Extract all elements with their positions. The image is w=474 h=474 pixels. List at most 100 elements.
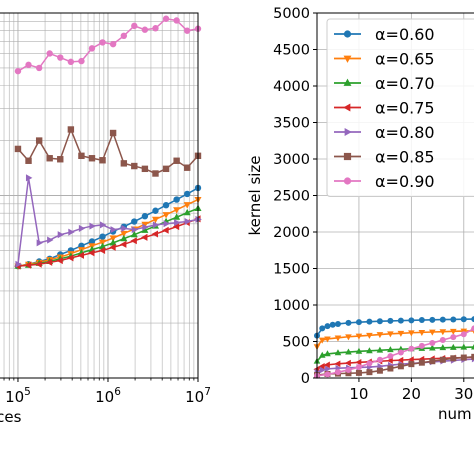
left-series-marker	[67, 126, 75, 133]
right-xtick-label: 30	[454, 385, 473, 403]
left-series-marker	[183, 202, 191, 209]
left-series-marker	[130, 230, 138, 238]
left-series-marker	[120, 32, 128, 40]
right-series-marker	[471, 316, 474, 323]
legend-label: α=0.60	[375, 25, 435, 44]
left-chart: 105 106 107 ices	[0, 12, 211, 426]
right-series-marker	[450, 355, 457, 362]
right-series-marker	[460, 331, 467, 338]
left-series-marker	[162, 165, 170, 173]
right-series-marker	[408, 345, 415, 352]
legend-item: α=0.70	[334, 74, 435, 93]
left-series-marker	[173, 213, 181, 220]
right-series-marker	[450, 334, 457, 341]
right-series-marker	[366, 347, 373, 354]
left-series-marker	[110, 226, 117, 234]
right-series-marker	[376, 346, 384, 353]
left-series-marker	[109, 40, 117, 48]
right-series-marker	[387, 317, 394, 324]
right-series-marker	[318, 351, 326, 358]
left-series-marker	[46, 50, 53, 57]
left-series-marker	[57, 231, 65, 239]
left-series-marker	[120, 230, 128, 238]
left-series-marker	[15, 260, 22, 268]
left-series-marker	[131, 218, 138, 225]
legend-marker	[343, 177, 352, 185]
left-series-marker	[184, 27, 191, 34]
left-xtick-label: 106	[95, 386, 121, 406]
right-xlabel: num	[438, 405, 472, 423]
right-series-marker	[450, 316, 457, 323]
right-series-marker	[376, 318, 383, 325]
right-series-marker	[408, 330, 415, 337]
right-series-marker	[460, 316, 467, 323]
right-series-marker	[429, 329, 436, 336]
right-series-marker	[355, 364, 362, 371]
left-series-marker	[47, 236, 54, 244]
left-series-5	[14, 126, 202, 177]
left-series-marker	[88, 45, 96, 52]
right-series-marker	[318, 337, 326, 344]
left-series-marker	[152, 25, 159, 32]
left-series-marker	[142, 223, 149, 231]
right-series-marker	[334, 320, 341, 327]
left-series-marker	[152, 207, 159, 214]
right-series-marker	[334, 369, 341, 376]
left-series-marker	[14, 145, 22, 153]
right-series-marker	[323, 361, 330, 369]
left-series-marker	[141, 213, 149, 220]
right-ytick-label: 4000	[273, 79, 310, 95]
left-series-4	[15, 174, 202, 268]
right-series-marker	[471, 353, 474, 360]
left-series-marker	[141, 221, 149, 229]
right-chart: 0 500 1000 1500 2000 2500 3000 3500 4000 4500 5000…	[246, 6, 474, 423]
right-series-marker	[325, 365, 332, 373]
right-xtick-label: 20	[402, 385, 421, 403]
right-series-marker	[397, 363, 404, 370]
right-ytick-label: 2000	[273, 225, 310, 241]
right-ytick-label: 2500	[273, 189, 310, 205]
left-series-marker	[131, 162, 138, 170]
left-series-marker	[89, 222, 96, 230]
left-series-marker	[109, 243, 116, 251]
right-series-marker	[324, 371, 331, 378]
left-series-marker	[162, 226, 169, 234]
right-series-marker	[345, 319, 352, 326]
left-series-marker	[120, 160, 128, 167]
left-series-marker	[57, 54, 64, 61]
left-series-marker	[173, 207, 181, 214]
left-series-marker	[46, 155, 53, 162]
legend-marker	[343, 55, 352, 63]
right-series-marker	[429, 344, 436, 351]
right-ytick-label: 1500	[273, 262, 310, 278]
left-series-marker	[57, 156, 64, 163]
left-series-marker	[35, 260, 42, 268]
left-series-marker	[119, 240, 127, 248]
left-series-marker	[163, 220, 170, 228]
right-series-marker	[439, 344, 447, 351]
right-legend: α=0.60 α=0.65 α=0.70 α=0.75 α=0.80 α=0.85 α=0.…	[326, 18, 474, 197]
left-series-marker	[173, 196, 180, 203]
left-series-3	[14, 215, 201, 270]
right-series-marker	[439, 316, 446, 323]
left-series-marker	[88, 249, 95, 257]
right-series-marker	[334, 335, 342, 342]
legend-label: α=0.70	[375, 74, 435, 93]
right-series-marker	[439, 356, 446, 363]
right-series-marker	[324, 350, 331, 357]
right-series-marker	[376, 356, 383, 363]
left-series-marker	[67, 254, 74, 262]
left-xlabel: ices	[0, 408, 22, 426]
left-series-marker	[141, 165, 149, 173]
right-ytick-label: 5000	[273, 6, 310, 22]
legend-label: α=0.90	[375, 172, 435, 191]
right-series-marker	[366, 369, 373, 376]
legend-item: α=0.80	[334, 123, 435, 142]
legend-marker	[343, 152, 352, 161]
left-series-6	[14, 15, 202, 75]
left-series-marker	[24, 261, 32, 269]
right-series-marker	[418, 342, 425, 349]
left-series-marker	[172, 223, 180, 231]
right-series-marker	[429, 316, 436, 323]
left-series-marker	[141, 26, 149, 33]
